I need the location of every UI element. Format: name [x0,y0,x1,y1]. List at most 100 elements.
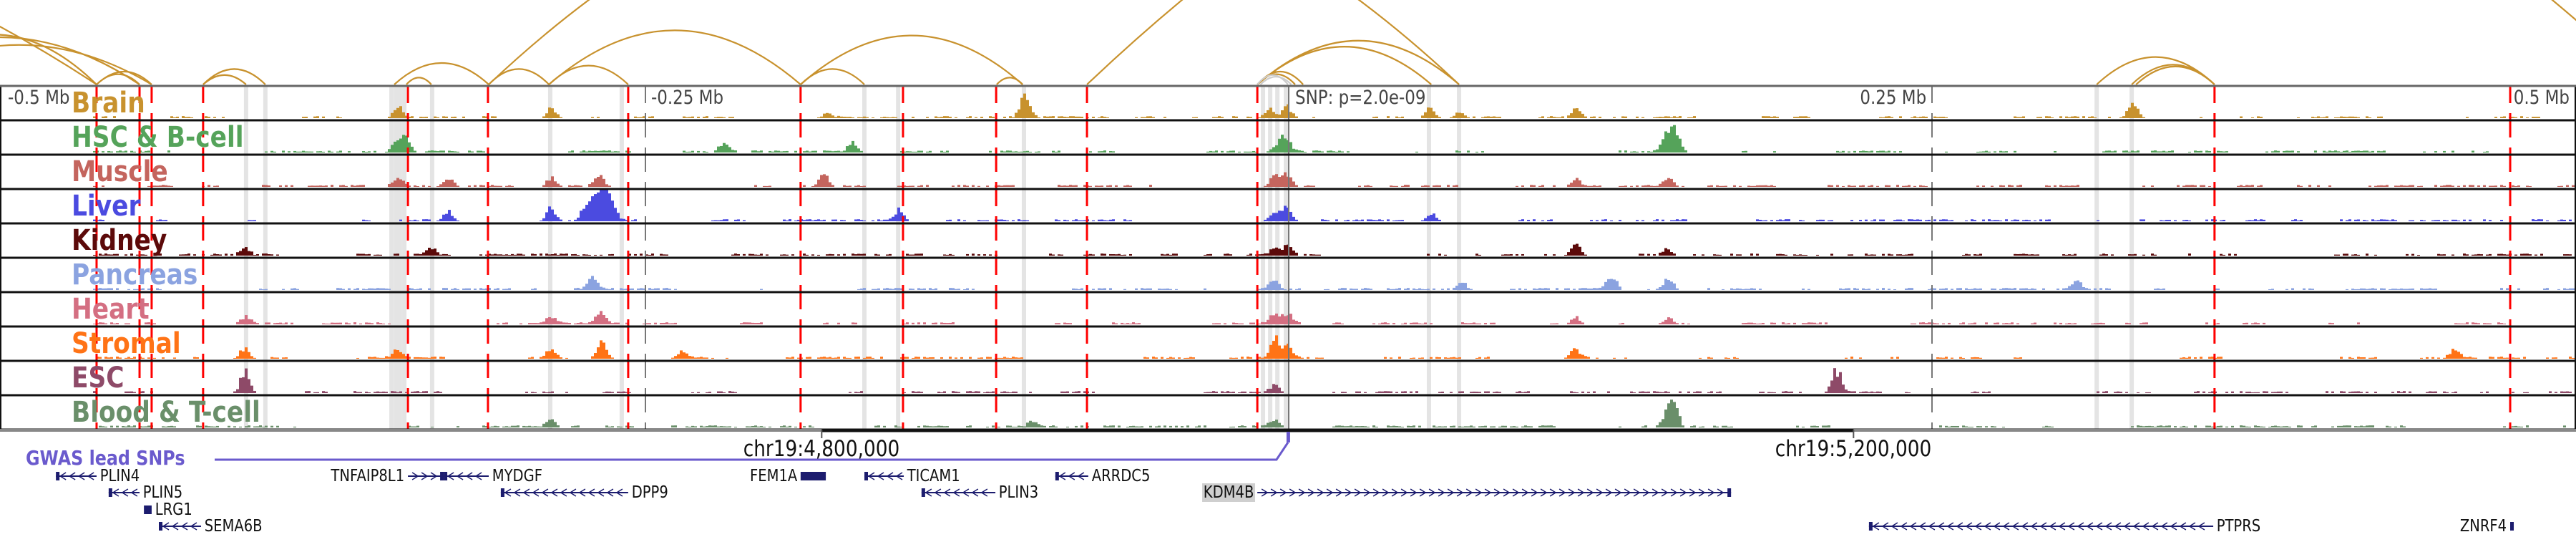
signal-bar [1278,316,1281,324]
gene-label[interactable]: TICAM1 [907,467,960,485]
signal-bar [1870,185,1873,187]
signal-bar [1292,113,1295,118]
gene-label[interactable]: LRG1 [155,500,192,519]
signal-bar [2346,253,2348,256]
gene-label[interactable]: TNFAIP8L1 [331,467,405,485]
signal-bar [966,288,969,290]
signal-bar [823,113,826,118]
gene-label[interactable]: PLIN4 [99,467,140,485]
signal-bar [93,219,96,221]
signal-bar [877,254,880,256]
signal-bar [1974,357,1976,359]
signal-bar [557,114,560,118]
signal-bar [1581,252,1584,256]
signal-bar [2263,322,2265,324]
signal-bar [296,151,299,153]
signal-bar [640,253,643,256]
signal-bar [316,185,319,187]
signal-bar [1516,254,1518,256]
gene-label[interactable]: PLIN3 [998,483,1039,502]
signal-bar [485,426,488,427]
signal-bar [159,289,162,290]
gene-label[interactable]: PLIN5 [142,483,183,502]
signal-bar [1770,220,1773,221]
signal-bar [1682,425,1684,427]
signal-bar [1261,253,1264,256]
signal-bar [1799,220,1802,221]
signal-bar [663,254,665,256]
strand-arrow-left-icon [2142,522,2150,531]
signal-bar [694,426,697,427]
signal-bar [1570,113,1573,118]
signal-bar [1161,253,1163,256]
signal-bar [1181,426,1184,427]
gene-label[interactable]: PTPRS [2216,517,2261,536]
signal-bar [2514,185,2517,187]
signal-bar [2340,151,2343,153]
signal-bar [1018,219,1020,221]
signal-bar [2560,219,2563,221]
signal-bar [1504,254,1507,256]
signal-bar [837,115,840,118]
signal-bar [1009,425,1012,427]
signal-bar [2483,185,2486,187]
strand-arrow-left-icon [112,488,119,497]
signal-bar [823,323,826,324]
strand-arrow-left-icon [1058,472,1066,480]
gene-label[interactable]: FEM1A [749,467,798,485]
signal-bar [1281,288,1284,290]
signal-bar [1052,150,1055,153]
signal-bar [1805,116,1807,118]
signal-bar [723,219,726,221]
signal-bar [1109,425,1112,427]
signal-bar [1547,425,1550,427]
signal-bar [608,391,611,393]
signal-bar [588,150,591,153]
signal-bar [422,117,425,118]
signal-bar [660,323,663,324]
signal-bar [932,426,935,427]
signal-bar [1401,391,1404,393]
signal-bar [1893,151,1896,153]
signal-bar [2492,357,2494,359]
signal-bar [2514,117,2517,118]
signal-bar [1896,185,1899,187]
signal-bar [265,185,268,187]
signal-bar [1919,219,1922,221]
gene-label[interactable]: MYDGF [492,467,542,485]
signal-bar [2431,357,2434,359]
signal-bar [923,322,926,324]
signal-bar [147,185,150,187]
signal-bar [1667,178,1670,187]
signal-bar [2354,426,2357,427]
signal-bar [2283,426,2285,427]
signal-bar [1143,289,1146,290]
signal-bar [597,347,600,359]
signal-bar [1656,391,1659,393]
signal-bar [949,219,952,221]
signal-bar [860,289,863,290]
signal-bar [1132,425,1135,427]
gene-label[interactable]: KDM4B [1202,483,1256,502]
gene-label[interactable]: ARRDC5 [1091,467,1151,485]
coordinate-ruler [0,428,2576,438]
signal-bar [806,219,809,221]
signal-bar [811,254,814,256]
signal-bar [2311,426,2314,427]
strand-arrow-right-icon [1363,488,1371,497]
signal-bar [1722,289,1724,290]
signal-bar [2260,185,2263,187]
signal-bar [2451,185,2454,187]
gene-label[interactable]: DPP9 [631,483,668,502]
gene-label[interactable]: ZNRF4 [2460,517,2507,536]
signal-bar [2285,150,2288,153]
signal-bar [528,357,531,359]
signal-bar [296,289,299,290]
signal-track-blood-t-cell [99,400,2566,427]
signal-bar [322,391,325,393]
signal-bar [852,253,854,256]
signal-bar [1596,220,1599,221]
signal-bar [2028,289,2031,290]
gene-label[interactable]: SEMA6B [204,517,263,536]
signal-bar [2557,289,2560,290]
